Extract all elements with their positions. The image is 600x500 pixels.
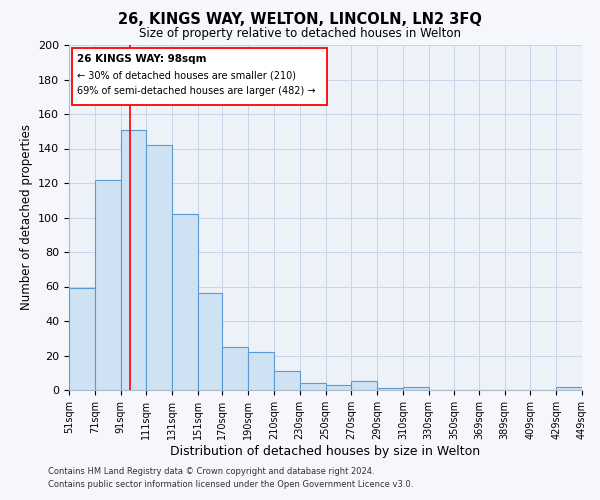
Bar [248,352,274,390]
Bar [300,383,325,390]
Text: ← 30% of detached houses are smaller (210): ← 30% of detached houses are smaller (21… [77,71,296,81]
Text: 69% of semi-detached houses are larger (482) →: 69% of semi-detached houses are larger (… [77,86,315,97]
Bar [146,145,172,390]
Bar [198,294,223,390]
Y-axis label: Number of detached properties: Number of detached properties [20,124,32,310]
Bar [377,388,403,390]
Bar [274,371,300,390]
Bar [351,382,377,390]
X-axis label: Distribution of detached houses by size in Welton: Distribution of detached houses by size … [170,444,481,458]
Bar [325,385,351,390]
Bar [95,180,121,390]
Bar [223,347,248,390]
Bar [172,214,198,390]
Text: 26 KINGS WAY: 98sqm: 26 KINGS WAY: 98sqm [77,54,206,64]
Text: Contains HM Land Registry data © Crown copyright and database right 2024.
Contai: Contains HM Land Registry data © Crown c… [48,467,413,489]
Bar [556,386,582,390]
Text: 26, KINGS WAY, WELTON, LINCOLN, LN2 3FQ: 26, KINGS WAY, WELTON, LINCOLN, LN2 3FQ [118,12,482,28]
Bar [69,288,95,390]
Bar [403,386,428,390]
Bar [71,48,327,106]
Bar [121,130,146,390]
Text: Size of property relative to detached houses in Welton: Size of property relative to detached ho… [139,28,461,40]
